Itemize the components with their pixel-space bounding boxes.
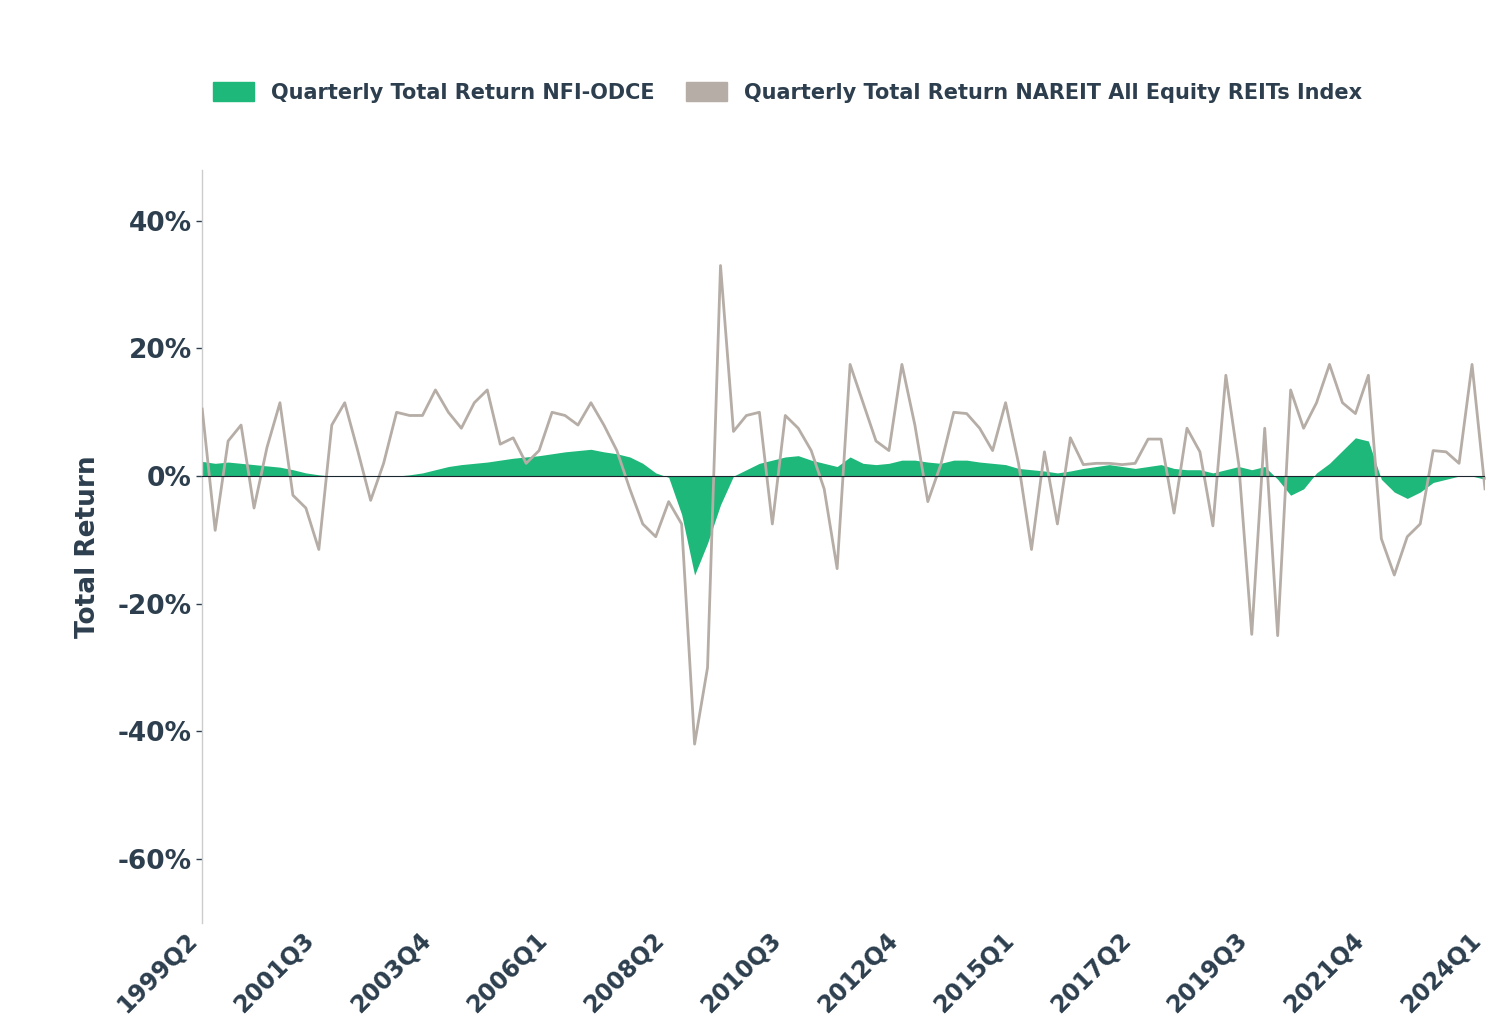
Legend: Quarterly Total Return NFI-ODCE, Quarterly Total Return NAREIT All Equity REITs : Quarterly Total Return NFI-ODCE, Quarter… xyxy=(213,83,1362,103)
Y-axis label: Total Return: Total Return xyxy=(75,455,100,638)
